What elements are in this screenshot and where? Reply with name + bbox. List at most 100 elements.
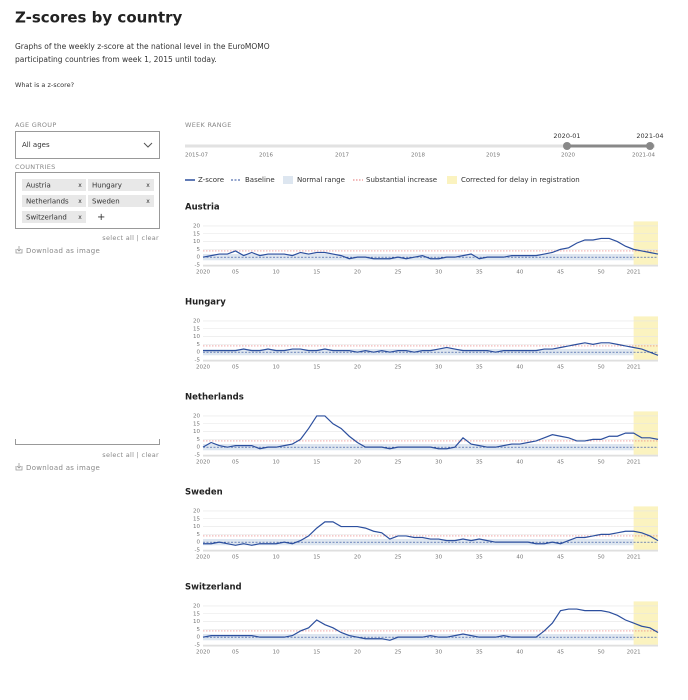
x-tick-label: 30 — [435, 554, 442, 560]
y-tick-label: 0 — [197, 540, 201, 546]
y-tick-label: 5 — [197, 437, 201, 443]
x-tick-label: 50 — [598, 269, 605, 275]
z-score-line — [203, 342, 659, 356]
y-tick-label: -5 — [195, 452, 201, 458]
subtitle: participating countries from week 1, 201… — [15, 55, 217, 64]
x-tick-label: 25 — [395, 269, 402, 275]
add-country[interactable]: + — [97, 212, 105, 223]
slider-handle[interactable] — [563, 142, 571, 150]
x-tick-label: 2020 — [196, 649, 210, 655]
x-tick-label: 15 — [313, 269, 320, 275]
download[interactable]: Download as image — [26, 247, 100, 255]
x-tick-label: 50 — [598, 364, 605, 370]
x-tick-label: 10 — [273, 459, 280, 465]
x-tick-label: 25 — [395, 364, 402, 370]
x-tick-label: 15 — [313, 364, 320, 370]
age-select[interactable] — [15, 131, 160, 159]
chip[interactable] — [22, 179, 86, 191]
x-tick-label: 20 — [354, 649, 361, 655]
y-tick-label: 0 — [197, 445, 201, 451]
y-tick-label: 15 — [193, 611, 200, 617]
x-tick-label: 10 — [273, 649, 280, 655]
z-score-line — [202, 608, 659, 641]
chip-label: Sweden — [92, 198, 120, 206]
y-tick-label: 5 — [197, 532, 201, 538]
x-tick-label: 05 — [232, 269, 239, 275]
y-tick-label: 0 — [197, 255, 201, 261]
x-tick-label: 30 — [435, 459, 442, 465]
y-tick-label: 20 — [193, 318, 200, 324]
legend-swatch — [283, 176, 293, 184]
corrected-band — [633, 221, 658, 265]
corrected-band — [633, 411, 658, 455]
help-link[interactable]: What is a z-score? — [15, 81, 74, 89]
x-tick-label: 15 — [313, 554, 320, 560]
legend-label: Normal range — [297, 176, 345, 184]
y-tick-label: 10 — [193, 239, 200, 245]
select-actions[interactable]: select all | clear — [102, 234, 159, 242]
select-actions[interactable]: select all | clear — [102, 451, 159, 459]
z-score-line — [202, 237, 659, 260]
y-tick-label: -5 — [195, 642, 201, 648]
chip-remove[interactable]: x — [78, 198, 82, 205]
x-tick-label: 15 — [313, 649, 320, 655]
z-score-line — [203, 521, 659, 546]
x-tick-label: 05 — [232, 364, 239, 370]
chart-title: Hungary — [185, 298, 226, 308]
panel2-box — [15, 439, 160, 445]
x-tick-label: 30 — [435, 649, 442, 655]
download-icon — [15, 463, 23, 471]
slider-tick-label: 2019 — [486, 153, 500, 159]
chip-remove[interactable]: x — [78, 182, 82, 189]
chip-remove[interactable]: x — [146, 182, 150, 189]
chip-remove[interactable]: x — [146, 198, 150, 205]
chip[interactable] — [22, 211, 86, 223]
slider-tick-label: 2017 — [335, 153, 349, 159]
x-tick-label: 05 — [232, 459, 239, 465]
x-tick-label: 50 — [598, 649, 605, 655]
age-select-value: All ages — [22, 141, 50, 149]
x-tick-label: 10 — [273, 269, 280, 275]
x-tick-label: 20 — [354, 459, 361, 465]
x-tick-label: 10 — [273, 554, 280, 560]
slider-handle[interactable] — [646, 142, 654, 150]
y-tick-label: 15 — [193, 421, 200, 427]
x-tick-label: 45 — [557, 649, 564, 655]
x-tick-label: 25 — [395, 459, 402, 465]
slider-tick-label: 2015-07 — [185, 153, 208, 159]
legend-label: Substantial increase — [366, 176, 437, 184]
y-tick-label: 10 — [193, 334, 200, 340]
y-tick-label: 20 — [193, 413, 200, 419]
x-tick-label: 2020 — [196, 459, 210, 465]
x-tick-label: 50 — [598, 459, 605, 465]
chip-remove[interactable]: x — [78, 214, 82, 221]
y-tick-label: 15 — [193, 326, 200, 332]
corrected-band — [633, 601, 658, 645]
corrected-band — [633, 316, 658, 360]
y-tick-label: 20 — [193, 223, 200, 229]
chart-title: Sweden — [185, 488, 223, 498]
x-tick-label: 40 — [516, 554, 523, 560]
x-tick-label: 10 — [273, 364, 280, 370]
y-tick-label: 5 — [197, 247, 201, 253]
x-tick-label: 40 — [516, 269, 523, 275]
legend-label: Corrected for delay in registration — [461, 176, 580, 184]
y-tick-label: 20 — [193, 603, 200, 609]
countries-label: COUNTRIES — [15, 163, 56, 171]
x-tick-label: 25 — [395, 649, 402, 655]
chip-label: Switzerland — [26, 214, 67, 222]
x-tick-label: 2021 — [627, 364, 641, 370]
y-tick-label: 10 — [193, 429, 200, 435]
x-tick-label: 05 — [232, 649, 239, 655]
x-tick-label: 40 — [516, 649, 523, 655]
chip-label: Austria — [26, 182, 51, 190]
chip[interactable] — [88, 179, 154, 191]
week-range-label: WEEK RANGE — [185, 121, 232, 129]
chip[interactable] — [22, 195, 86, 207]
chip[interactable] — [88, 195, 154, 207]
x-tick-label: 2021 — [627, 459, 641, 465]
chips: Austria x Hungary x Netherlands x Sweden x Switz… — [22, 179, 154, 223]
x-tick-label: 40 — [516, 459, 523, 465]
download[interactable]: Download as image — [26, 464, 100, 472]
